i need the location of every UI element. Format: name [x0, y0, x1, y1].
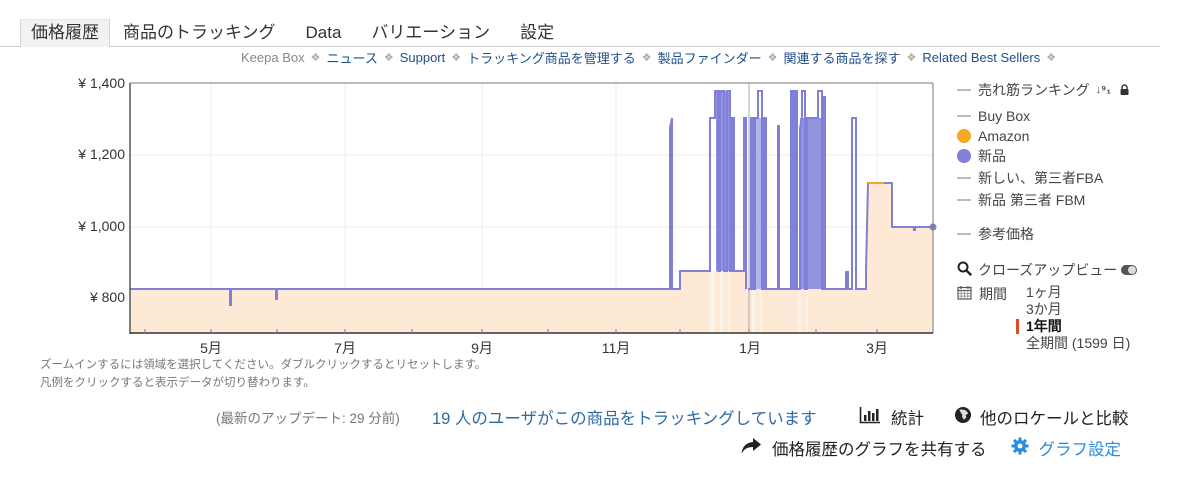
- period-all[interactable]: 全期間 (1599 日): [1026, 335, 1131, 351]
- tab-variations[interactable]: バリエーション: [371, 23, 491, 42]
- legend-hint: 凡例をクリックすると表示データが切り替わります。: [40, 377, 315, 389]
- graph-settings-button[interactable]: グラフ設定: [1011, 436, 1122, 460]
- separator-icon: ❖: [641, 52, 652, 64]
- period-1-month[interactable]: 1ヶ月: [1026, 284, 1062, 300]
- dash-icon: [957, 177, 971, 179]
- tab-product-tracking[interactable]: 商品のトラッキング: [123, 23, 276, 42]
- separator-icon: ❖: [451, 52, 462, 64]
- tab-price-history[interactable]: 価格履歴: [20, 19, 110, 47]
- separator-icon: ❖: [1046, 52, 1057, 64]
- price-history-chart[interactable]: [0, 0, 945, 345]
- legend-label: 新しい、第三者FBA: [978, 170, 1104, 186]
- last-update-text: (最新のアップデート: 29 分前): [216, 411, 400, 426]
- footer-actions-row: 価格履歴のグラフを共有する グラフ設定: [740, 436, 1121, 460]
- separator-icon: ❖: [310, 52, 321, 64]
- lock-icon: [1119, 82, 1130, 98]
- subnav-product-finder[interactable]: 製品ファインダー: [657, 51, 762, 66]
- tabs-divider: [0, 46, 1160, 47]
- separator-icon: ❖: [383, 52, 394, 64]
- y-tick-label: ¥ 1,400: [78, 75, 125, 91]
- separator-icon: ❖: [906, 52, 917, 64]
- subnav-keepa-box[interactable]: Keepa Box: [241, 50, 305, 65]
- compare-locales-label: 他のロケールと比較: [980, 410, 1129, 428]
- amazon-dot-icon: [957, 129, 971, 143]
- legend-sales-rank[interactable]: 売れ筋ランキング ↓⁹₁: [957, 80, 1187, 100]
- legend-label: Buy Box: [978, 108, 1031, 124]
- closeup-label: クローズアップビュー: [978, 262, 1118, 278]
- footer-info-row: (最新のアップデート: 29 分前) 19 人のユーザがこの商品をトラッキングし…: [216, 405, 1140, 429]
- legend-new[interactable]: 新品: [957, 146, 1187, 166]
- graph-settings-label: グラフ設定: [1038, 441, 1122, 459]
- tab-settings[interactable]: 設定: [520, 23, 555, 42]
- subnav-related-best-sellers[interactable]: Related Best Sellers: [922, 50, 1041, 65]
- legend-label: Amazon: [978, 128, 1030, 144]
- dash-icon: [957, 115, 971, 117]
- legend-label: 新品: [978, 148, 1006, 164]
- tracking-users-link[interactable]: 19 人のユーザがこの商品をトラッキングしています: [432, 410, 817, 428]
- closeup-view-toggle[interactable]: クローズアップビュー: [957, 260, 1138, 280]
- period-options: 1ヶ月 3か月 1年間 全期間 (1599 日): [1016, 284, 1186, 352]
- subnav-support[interactable]: Support: [399, 50, 446, 65]
- tab-data[interactable]: Data: [305, 23, 342, 42]
- globe-icon: [954, 406, 972, 429]
- x-tick-label: 9月: [471, 340, 493, 356]
- compare-locales-button[interactable]: 他のロケールと比較: [954, 405, 1129, 429]
- share-graph-label: 価格履歴のグラフを共有する: [772, 441, 987, 459]
- new-dot-icon: [957, 149, 971, 163]
- sort-icon[interactable]: ↓⁹₁: [1095, 84, 1111, 96]
- share-graph-button[interactable]: 価格履歴のグラフを共有する: [740, 436, 987, 460]
- bar-chart-icon: [859, 406, 881, 429]
- subnav-manage-tracking[interactable]: トラッキング商品を管理する: [467, 51, 636, 66]
- y-tick-label: ¥ 1,200: [78, 146, 125, 162]
- legend-label: 参考価格: [978, 226, 1034, 242]
- legend-label: 売れ筋ランキング: [978, 82, 1090, 98]
- x-tick-label: 5月: [200, 340, 222, 356]
- subnav-news[interactable]: ニュース: [326, 51, 378, 66]
- x-tick-label: 7月: [334, 340, 356, 356]
- tab-bar: 価格履歴 商品のトラッキング Data バリエーション 設定: [20, 19, 575, 47]
- dash-icon: [957, 233, 971, 235]
- legend-label: 新品 第三者 FBM: [978, 192, 1086, 208]
- dash-icon: [957, 89, 971, 91]
- legend-buy-box[interactable]: Buy Box: [957, 106, 1187, 126]
- y-tick-label: ¥ 800: [89, 289, 125, 305]
- x-tick-label: 11月: [601, 340, 631, 356]
- chart-legend: 売れ筋ランキング ↓⁹₁ Buy Box Amazon 新品 新しい、第三者FB…: [957, 80, 1187, 244]
- zoom-hint: ズームインするには領域を選択してください。ダブルクリックするとリセットします。: [40, 359, 487, 371]
- x-tick-label: 3月: [866, 340, 888, 356]
- y-tick-label: ¥ 1,000: [78, 218, 125, 234]
- legend-new-fbm[interactable]: 新品 第三者 FBM: [957, 190, 1187, 210]
- statistics-button[interactable]: 統計: [859, 405, 924, 429]
- legend-amazon[interactable]: Amazon: [957, 126, 1187, 146]
- share-arrow-icon: [740, 437, 762, 460]
- sub-navigation: Keepa Box ❖ ニュース ❖ Support ❖ トラッキング商品を管理…: [241, 48, 1062, 67]
- search-icon: [957, 261, 972, 279]
- period-1-year[interactable]: 1年間: [1016, 318, 1186, 335]
- period-label: 期間: [979, 286, 1007, 302]
- toggle-switch[interactable]: [1121, 265, 1138, 275]
- calendar-icon: [957, 285, 972, 303]
- subnav-related-products[interactable]: 関連する商品を探す: [783, 51, 901, 66]
- separator-icon: ❖: [767, 52, 778, 64]
- period-3-months[interactable]: 3か月: [1026, 301, 1062, 317]
- statistics-label: 統計: [891, 410, 924, 428]
- legend-list-price[interactable]: 参考価格: [957, 224, 1187, 244]
- dash-icon: [957, 199, 971, 201]
- x-tick-label: 1月: [739, 340, 761, 356]
- gear-icon: [1011, 437, 1029, 460]
- legend-new-fba[interactable]: 新しい、第三者FBA: [957, 168, 1187, 188]
